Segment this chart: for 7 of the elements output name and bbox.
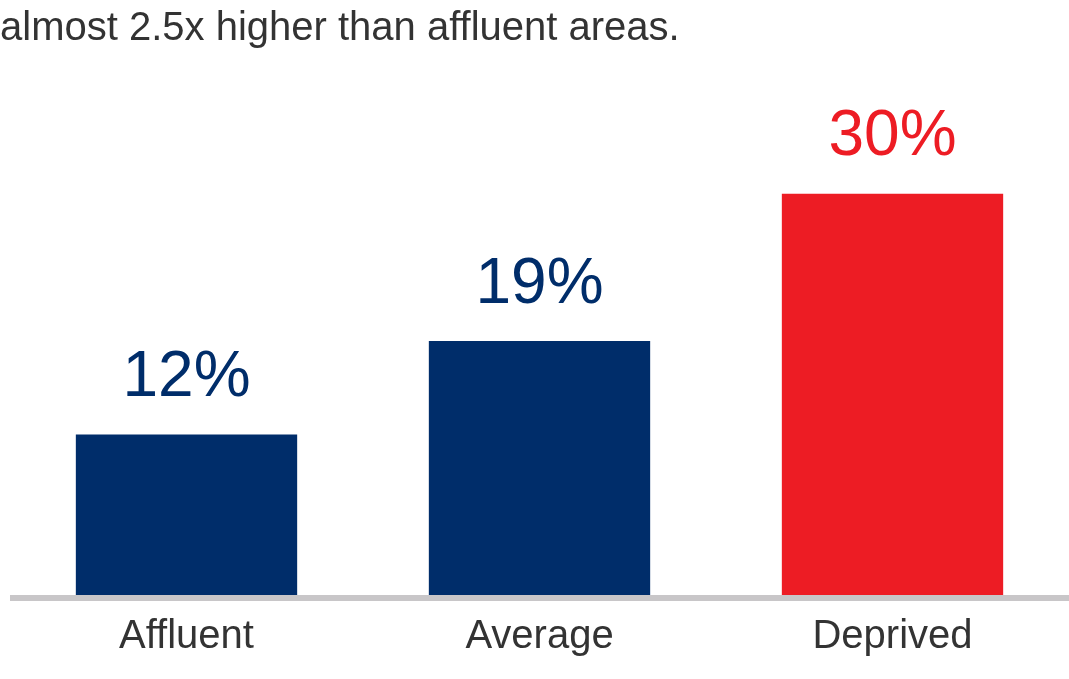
data-label: 12%	[122, 338, 251, 411]
data-label: 19%	[475, 244, 604, 317]
x-tick-label: Average	[465, 612, 614, 657]
x-tick-label: Affluent	[119, 612, 254, 657]
x-tick-label: Deprived	[812, 612, 973, 657]
data-label: 30%	[828, 97, 957, 170]
chart-title: almost 2.5x higher than affluent areas.	[0, 3, 681, 50]
